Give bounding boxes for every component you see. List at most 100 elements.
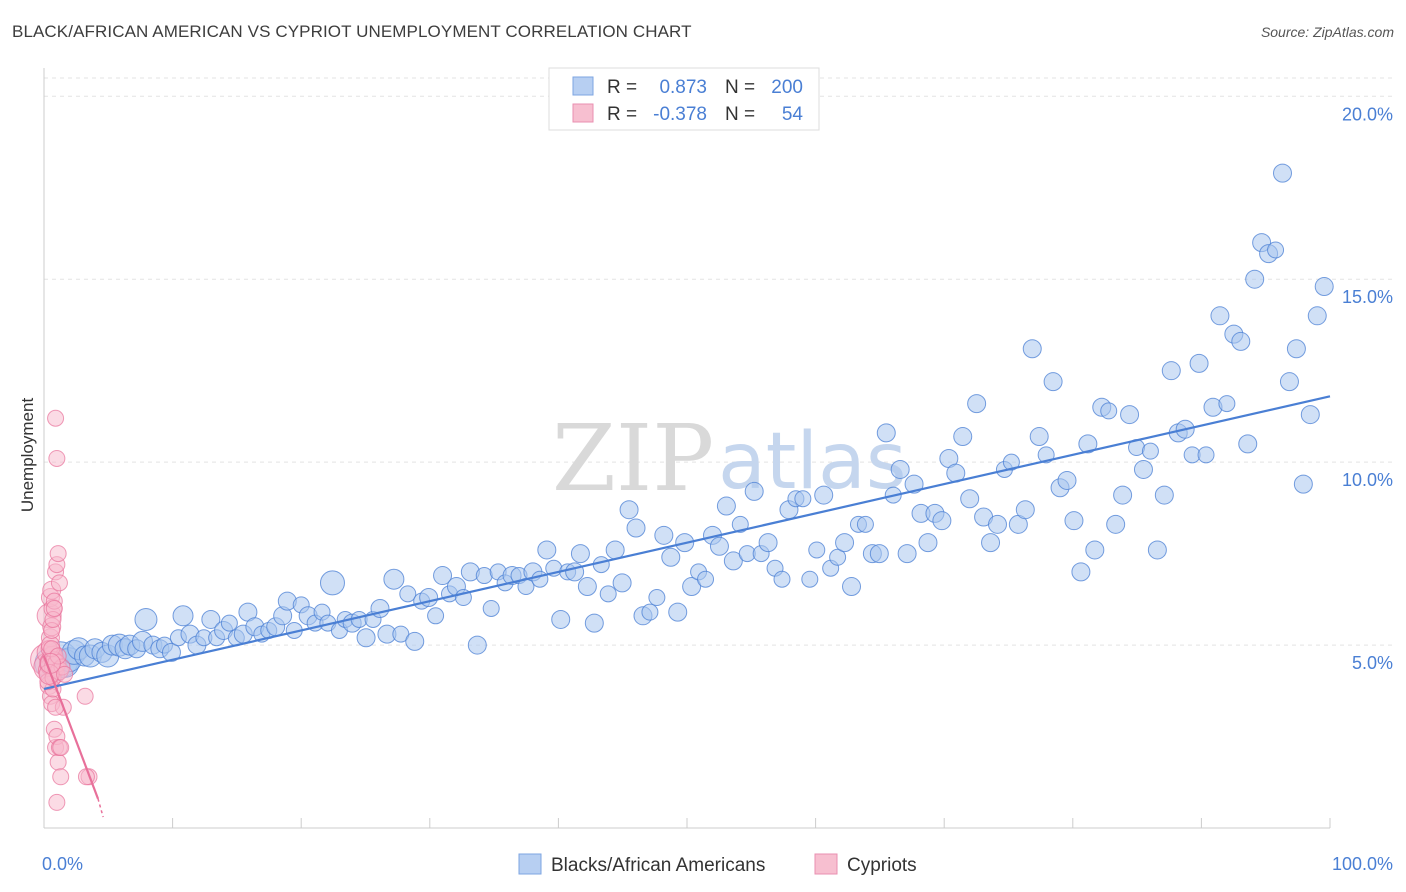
point-blacks-147 bbox=[1015, 500, 1035, 520]
point-blacks-176 bbox=[1218, 395, 1236, 413]
point-cypriots-31 bbox=[48, 793, 66, 811]
point-blacks-110 bbox=[758, 533, 778, 553]
point-cypriots-19 bbox=[47, 409, 65, 427]
point-blacks-133 bbox=[918, 533, 938, 553]
trend-line-blacks bbox=[43, 395, 1331, 691]
point-blacks-116 bbox=[801, 570, 819, 588]
point-blacks-165 bbox=[1141, 442, 1159, 460]
point-blacks-162 bbox=[1120, 405, 1140, 425]
point-cypriots-18 bbox=[50, 574, 68, 592]
legend-r-label-0: R = bbox=[607, 77, 637, 98]
point-blacks-168 bbox=[1161, 361, 1181, 381]
point-blacks-121 bbox=[835, 533, 855, 553]
point-blacks-78 bbox=[537, 540, 557, 560]
bottom-legend-label-pink: Cypriots bbox=[847, 855, 917, 876]
point-blacks-115 bbox=[794, 490, 812, 508]
point-blacks-80 bbox=[551, 609, 571, 629]
point-blacks-161 bbox=[1113, 485, 1133, 505]
point-blacks-184 bbox=[1272, 163, 1292, 183]
point-blacks-160 bbox=[1106, 514, 1126, 534]
point-blacks-103 bbox=[709, 536, 729, 556]
point-blacks-47 bbox=[319, 570, 345, 596]
point-cypriots-28 bbox=[49, 753, 67, 771]
point-blacks-99 bbox=[682, 577, 702, 597]
point-blacks-58 bbox=[399, 585, 417, 603]
trend-lines bbox=[42, 395, 1331, 818]
point-blacks-151 bbox=[1043, 372, 1063, 392]
trend-line-cypriots bbox=[42, 655, 100, 800]
y-tick-label-2: 15.0% bbox=[1342, 287, 1393, 307]
legend-r-label-1: R = bbox=[607, 104, 637, 125]
point-blacks-95 bbox=[654, 525, 674, 545]
point-blacks-126 bbox=[869, 544, 889, 564]
point-cypriots-30 bbox=[52, 768, 70, 786]
point-blacks-104 bbox=[716, 496, 736, 516]
point-blacks-186 bbox=[1286, 339, 1306, 359]
point-blacks-167 bbox=[1154, 485, 1174, 505]
legend-swatch-blue bbox=[572, 76, 594, 96]
legend-n-value-0: 200 bbox=[771, 77, 803, 98]
point-blacks-52 bbox=[356, 628, 376, 648]
point-blacks-180 bbox=[1245, 269, 1265, 289]
point-blacks-70 bbox=[482, 599, 500, 617]
point-blacks-106 bbox=[731, 515, 749, 533]
point-blacks-96 bbox=[661, 547, 681, 567]
point-blacks-56 bbox=[383, 568, 405, 590]
point-blacks-153 bbox=[1057, 470, 1077, 490]
point-blacks-91 bbox=[626, 518, 646, 538]
point-cypriots-50 bbox=[52, 739, 70, 757]
y-tick-labels: 5.0% 10.0% 15.0% 20.0% bbox=[1342, 104, 1393, 673]
point-blacks-179 bbox=[1238, 434, 1258, 454]
point-blacks-108 bbox=[744, 481, 764, 501]
point-blacks-166 bbox=[1147, 540, 1167, 560]
point-blacks-164 bbox=[1133, 459, 1153, 479]
legend-n-label-0: N = bbox=[725, 77, 755, 98]
point-cypriots-48 bbox=[45, 599, 63, 617]
point-blacks-140 bbox=[967, 394, 987, 414]
legend-frame bbox=[548, 67, 820, 131]
point-cypriots-20 bbox=[48, 449, 66, 467]
point-blacks-139 bbox=[960, 489, 980, 509]
y-axis-label: Unemployment bbox=[18, 398, 37, 513]
point-blacks-68 bbox=[467, 635, 487, 655]
bottom-legend-swatch-blue bbox=[518, 853, 542, 875]
point-blacks-112 bbox=[773, 570, 791, 588]
point-blacks-142 bbox=[981, 533, 1001, 553]
point-blacks-143 bbox=[987, 514, 1007, 534]
point-blacks-117 bbox=[808, 541, 826, 559]
point-blacks-22 bbox=[161, 642, 181, 662]
point-blacks-62 bbox=[427, 607, 445, 625]
bottom-legend-label-blue: Blacks/African Americans bbox=[551, 855, 765, 876]
point-blacks-185 bbox=[1279, 372, 1299, 392]
point-blacks-150 bbox=[1037, 446, 1055, 464]
point-blacks-149 bbox=[1029, 427, 1049, 447]
point-blacks-77 bbox=[531, 570, 549, 588]
point-blacks-86 bbox=[592, 556, 610, 574]
point-blacks-148 bbox=[1022, 339, 1042, 359]
point-blacks-93 bbox=[641, 603, 659, 621]
point-blacks-188 bbox=[1300, 405, 1320, 425]
chart-title: BLACK/AFRICAN AMERICAN VS CYPRIOT UNEMPL… bbox=[12, 22, 692, 41]
point-blacks-105 bbox=[723, 551, 743, 571]
point-blacks-156 bbox=[1078, 434, 1098, 454]
trend-line-cypriots-extension bbox=[97, 798, 104, 818]
point-blacks-101 bbox=[697, 570, 715, 588]
series-cypriots bbox=[30, 409, 98, 811]
point-blacks-84 bbox=[577, 577, 597, 597]
point-blacks-83 bbox=[570, 544, 590, 564]
point-blacks-94 bbox=[648, 589, 666, 607]
x-tick-labels: 0.0% 100.0% bbox=[42, 854, 1393, 874]
point-blacks-82 bbox=[565, 562, 585, 582]
point-blacks-87 bbox=[599, 585, 617, 603]
point-blacks-187 bbox=[1293, 474, 1313, 494]
x-tick-label-0: 0.0% bbox=[42, 854, 83, 874]
point-blacks-28 bbox=[201, 609, 221, 629]
point-blacks-124 bbox=[856, 515, 874, 533]
y-tick-label-0: 5.0% bbox=[1352, 653, 1393, 673]
point-blacks-63 bbox=[433, 566, 453, 586]
point-blacks-183 bbox=[1267, 241, 1285, 259]
legend-n-value-1: 54 bbox=[782, 104, 804, 125]
point-blacks-69 bbox=[475, 567, 493, 585]
point-blacks-120 bbox=[829, 548, 847, 566]
